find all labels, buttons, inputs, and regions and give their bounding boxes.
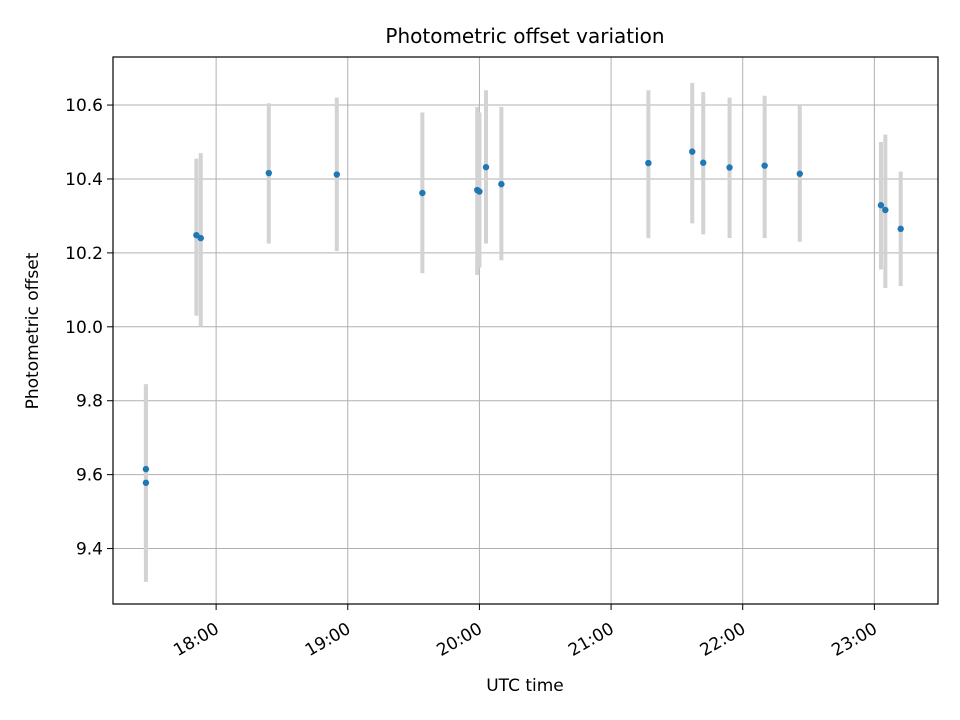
data-point bbox=[877, 202, 885, 209]
y-tick-layer: 9.4 9.6 9.8 10.0 10.2 10.4 10.6 bbox=[65, 96, 113, 560]
y-tick-label: 9.4 bbox=[76, 540, 103, 560]
y-tick-label: 9.6 bbox=[76, 466, 103, 486]
y-tick-label: 10.2 bbox=[65, 244, 103, 264]
data-point bbox=[726, 164, 733, 171]
data-point bbox=[882, 206, 889, 214]
y-tick-label: 9.8 bbox=[76, 392, 103, 412]
y-tick-label: 10.6 bbox=[65, 96, 103, 116]
plot-frame bbox=[112, 56, 939, 605]
data-point bbox=[333, 171, 341, 178]
data-point bbox=[142, 465, 150, 473]
data-point bbox=[498, 180, 505, 188]
y-axis-title: Photometric offset bbox=[23, 252, 43, 409]
data-point bbox=[796, 170, 803, 177]
data-point bbox=[700, 159, 707, 166]
x-axis-title: UTC time bbox=[486, 676, 564, 696]
data-point bbox=[897, 225, 904, 233]
data-point bbox=[761, 162, 768, 169]
data-point bbox=[419, 189, 426, 197]
y-tick-label: 10.4 bbox=[65, 170, 103, 190]
data-point bbox=[265, 169, 272, 177]
point-layer bbox=[142, 148, 904, 486]
y-tick-label: 10.0 bbox=[65, 318, 103, 338]
data-point bbox=[142, 479, 150, 486]
data-point bbox=[476, 188, 483, 195]
data-point bbox=[482, 163, 490, 171]
chart-title: Photometric offset variation bbox=[385, 24, 664, 48]
data-point bbox=[645, 159, 652, 167]
data-point bbox=[197, 234, 204, 242]
data-point bbox=[689, 148, 696, 155]
